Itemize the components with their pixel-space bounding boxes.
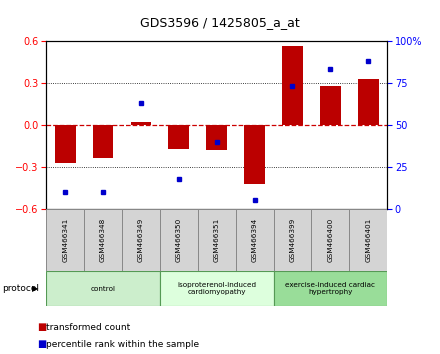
Bar [282,46,303,125]
Bar [349,209,387,271]
Text: GSM466341: GSM466341 [62,218,68,262]
Bar [122,209,160,271]
Text: isoproterenol-induced
cardiomyopathy: isoproterenol-induced cardiomyopathy [177,282,256,295]
Bar [169,125,189,149]
Bar [312,209,349,271]
Text: GSM466401: GSM466401 [365,218,371,262]
Bar [274,209,312,271]
Bar [46,209,84,271]
Text: GSM466351: GSM466351 [214,218,220,262]
Bar [206,125,227,150]
Text: GSM466349: GSM466349 [138,218,144,262]
Bar [160,271,274,306]
Text: GSM466399: GSM466399 [290,218,296,262]
Text: protocol: protocol [2,284,39,293]
Text: GSM466394: GSM466394 [252,218,257,262]
Bar [244,125,265,184]
Text: exercise-induced cardiac
hypertrophy: exercise-induced cardiac hypertrophy [286,282,375,295]
Bar [84,209,122,271]
Bar [198,209,236,271]
Text: GDS3596 / 1425805_a_at: GDS3596 / 1425805_a_at [140,16,300,29]
Bar [236,209,274,271]
Text: GSM466400: GSM466400 [327,218,334,262]
Bar [92,125,114,159]
Text: percentile rank within the sample: percentile rank within the sample [46,339,199,349]
Text: ■: ■ [37,339,47,349]
Bar [320,86,341,125]
Text: GSM466350: GSM466350 [176,218,182,262]
Text: ■: ■ [37,322,47,332]
Text: ▶: ▶ [32,284,39,293]
Bar [46,271,160,306]
Bar [160,209,198,271]
Bar [274,271,387,306]
Text: control: control [91,286,116,291]
Text: GSM466348: GSM466348 [100,218,106,262]
Bar [55,125,76,162]
Bar [358,79,379,125]
Bar [131,122,151,125]
Text: transformed count: transformed count [46,323,130,332]
